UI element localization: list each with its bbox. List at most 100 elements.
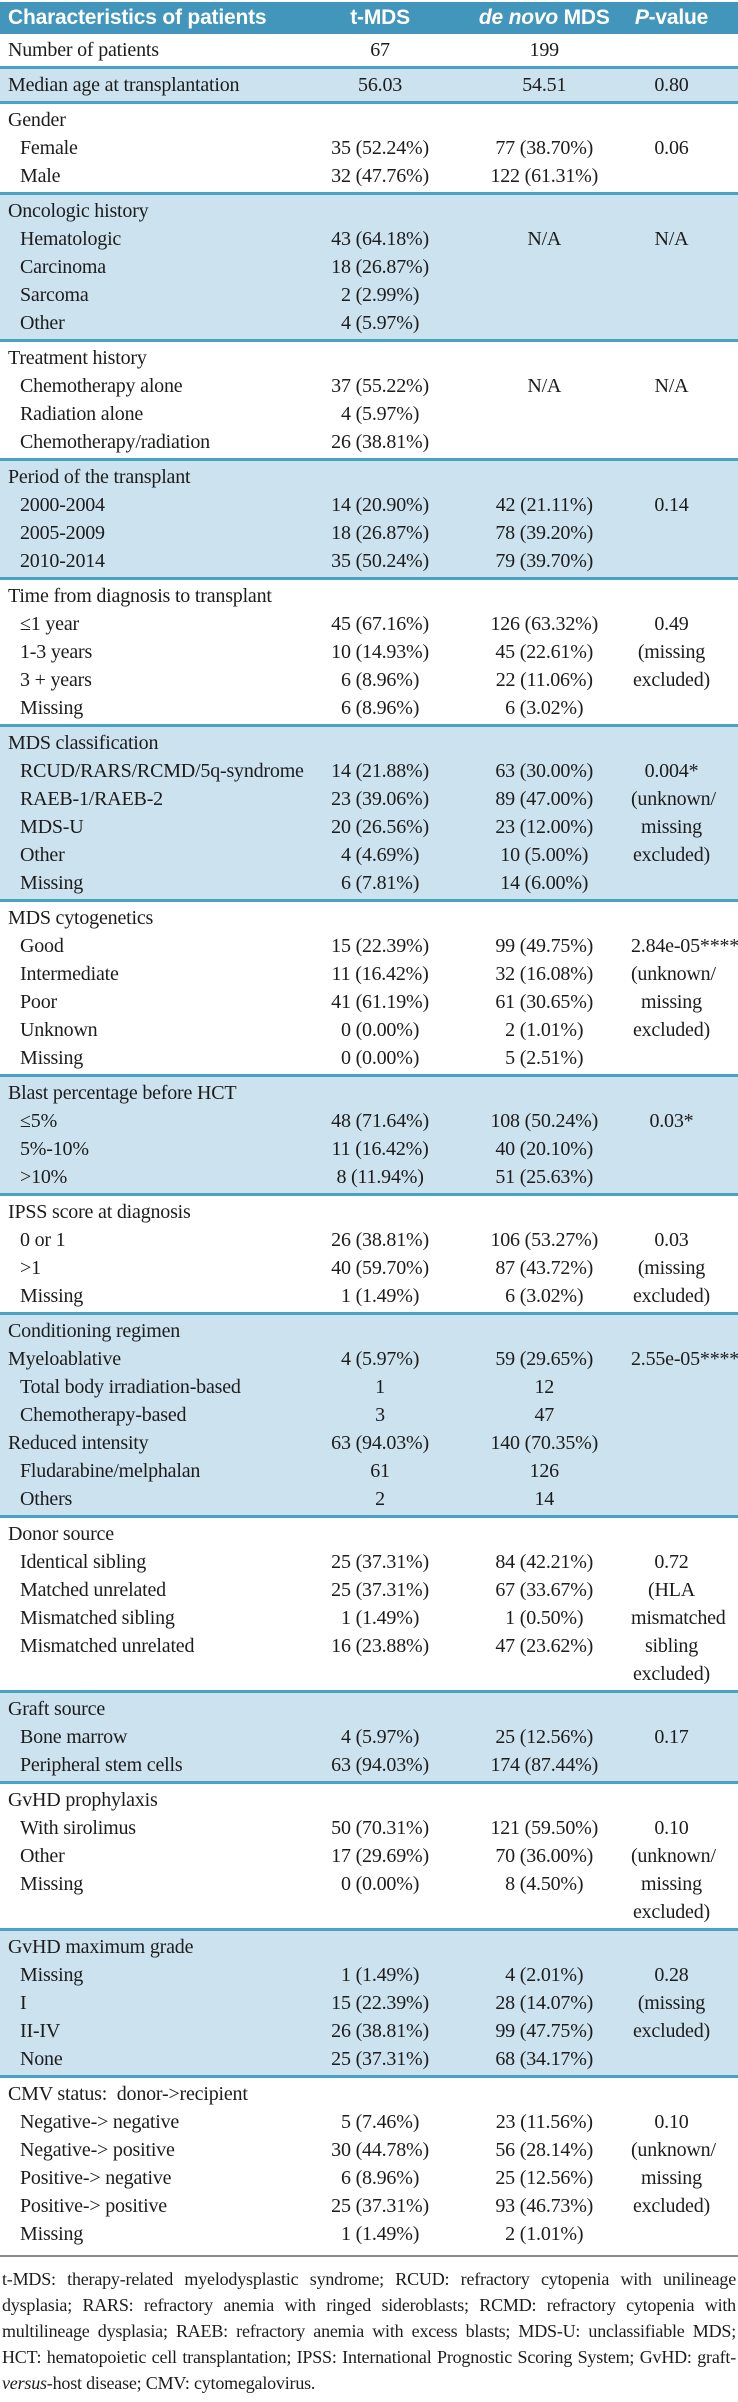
p-value: 0.10 bbox=[654, 1817, 689, 1839]
table-section: GvHD prophylaxis With sirolimus 50 (70.31%… bbox=[0, 1781, 738, 1928]
table-row: Poor 41 (61.19%) 61 (30.65%) missing bbox=[0, 988, 738, 1016]
p-value bbox=[631, 547, 738, 575]
denovo-mds-value: 6 (3.02%) bbox=[505, 697, 584, 719]
table-row: Missing 6 (8.96%) 6 (3.02%) bbox=[0, 694, 738, 722]
table-row: excluded) bbox=[0, 1898, 738, 1926]
characteristic-label: Fludarabine/melphalan bbox=[20, 1460, 201, 1482]
denovo-mds-value: 61 (30.65%) bbox=[495, 991, 594, 1013]
table-row: 1-3 years 10 (14.93%) 45 (22.61%) (missing bbox=[0, 638, 738, 666]
p-value: 2.84e-05**** bbox=[630, 935, 738, 957]
table-row: Total body irradiation-based 1 12 bbox=[0, 1373, 738, 1401]
denovo-mds-value: 84 (42.21%) bbox=[495, 1551, 594, 1573]
table-row: >10% 8 (11.94%) 51 (25.63%) bbox=[0, 1163, 738, 1191]
tmds-value: 25 (37.31%) bbox=[331, 2048, 429, 2070]
tmds-value: 26 (38.81%) bbox=[331, 431, 429, 453]
tmds-value: 4 (4.69%) bbox=[340, 844, 420, 866]
denovo-mds-value: 108 (50.24%) bbox=[490, 1110, 599, 1132]
characteristic-label: Intermediate bbox=[20, 963, 119, 985]
table-row: II-IV 26 (38.81%) 99 (47.75%) excluded) bbox=[0, 2017, 738, 2045]
characteristic-label: MDS classification bbox=[8, 732, 159, 754]
section-header-row: Blast percentage before HCT bbox=[0, 1079, 738, 1107]
p-value: N/A bbox=[654, 228, 689, 250]
characteristic-label: Period of the transplant bbox=[8, 466, 191, 488]
p-value bbox=[631, 582, 738, 610]
denovo-mds-value: 6 (3.02%) bbox=[505, 1285, 584, 1307]
table-row: Carcinoma 18 (26.87%) bbox=[0, 253, 738, 281]
table-row: Other 4 (4.69%) 10 (5.00%) excluded) bbox=[0, 841, 738, 869]
table-row: 2000-2004 14 (20.90%) 42 (21.11%) 0.14 bbox=[0, 491, 738, 519]
denovo-mds-value bbox=[458, 1079, 631, 1107]
table-row: Identical sibling 25 (37.31%) 84 (42.21%) 0… bbox=[0, 1548, 738, 1576]
p-value bbox=[631, 1079, 738, 1107]
p-value: mismatched bbox=[630, 1607, 726, 1629]
denovo-mds-value: 54.51 bbox=[522, 74, 567, 96]
characteristic-label: Sarcoma bbox=[20, 284, 89, 306]
characteristic-label: 3 + years bbox=[20, 669, 92, 691]
table-row: 0 or 1 26 (38.81%) 106 (53.27%) 0.03 bbox=[0, 1226, 738, 1254]
denovo-mds-value bbox=[458, 904, 631, 932]
section-header-row: Time from diagnosis to transplant bbox=[0, 582, 738, 610]
characteristic-label: Positive-> negative bbox=[20, 2167, 172, 2189]
characteristic-label: Oncologic history bbox=[8, 200, 149, 222]
characteristic-label: Positive-> positive bbox=[20, 2195, 167, 2217]
characteristic-label: ≤5% bbox=[20, 1110, 58, 1132]
footnote-italic-versus: versus bbox=[2, 2373, 47, 2393]
table-row: Mismatched sibling 1 (1.49%) 1 (0.50%) mism… bbox=[0, 1604, 738, 1632]
denovo-mds-value: 89 (47.00%) bbox=[495, 788, 594, 810]
denovo-mds-value: N/A bbox=[527, 375, 562, 397]
denovo-mds-value: 42 (21.11%) bbox=[495, 494, 593, 516]
table-section: Conditioning regimen Myeloablative 4 (5.97… bbox=[0, 1312, 738, 1515]
denovo-mds-value bbox=[458, 2080, 631, 2108]
table-section: Oncologic history Hematologic 43 (64.18%) N… bbox=[0, 192, 738, 339]
tmds-value: 4 (5.97%) bbox=[340, 1348, 420, 1370]
denovo-mds-value: 47 (23.62%) bbox=[495, 1635, 594, 1657]
characteristic-label: Other bbox=[20, 844, 65, 866]
table-section: MDS classification RCUD/RARS/RCMD/5q-synd… bbox=[0, 724, 738, 899]
characteristic-label: Chemotherapy-based bbox=[20, 1404, 187, 1426]
p-value: (unknown/ bbox=[630, 1845, 716, 1867]
characteristic-label bbox=[0, 1660, 303, 1688]
characteristic-label: Other bbox=[20, 1845, 65, 1867]
characteristic-label: Missing bbox=[20, 2223, 84, 2245]
p-value bbox=[631, 162, 738, 190]
p-value bbox=[631, 253, 738, 281]
characteristic-label: Missing bbox=[20, 872, 84, 894]
p-value bbox=[631, 1429, 738, 1457]
denovo-mds-value: 12 bbox=[534, 1376, 555, 1398]
p-value: (unknown/ bbox=[630, 963, 716, 985]
tmds-value: 63 (94.03%) bbox=[331, 1432, 429, 1454]
characteristic-label: Unknown bbox=[20, 1019, 98, 1041]
table-section: Gender Female 35 (52.24%) 77 (38.70%) 0.06 Ma… bbox=[0, 101, 738, 192]
denovo-mds-value bbox=[458, 1520, 631, 1548]
tmds-value: 26 (38.81%) bbox=[331, 1229, 429, 1251]
p-value bbox=[631, 694, 738, 722]
denovo-mds-value bbox=[458, 344, 631, 372]
p-value bbox=[631, 1457, 738, 1485]
characteristic-label: Mismatched sibling bbox=[20, 1607, 175, 1629]
denovo-mds-value: 25 (12.56%) bbox=[495, 1726, 594, 1748]
tmds-value: 10 (14.93%) bbox=[331, 641, 429, 663]
denovo-mds-value: 68 (34.17%) bbox=[495, 2048, 594, 2070]
table-section: Time from diagnosis to transplant ≤1 year… bbox=[0, 577, 738, 724]
characteristic-label: Number of patients bbox=[8, 39, 159, 61]
section-header-row: MDS cytogenetics bbox=[0, 904, 738, 932]
denovo-mds-value bbox=[458, 400, 631, 428]
tmds-value bbox=[303, 1079, 458, 1107]
tmds-value bbox=[303, 1660, 458, 1688]
denovo-mds-value: 78 (39.20%) bbox=[495, 522, 594, 544]
table-section: Number of patients 67 199 bbox=[0, 34, 738, 66]
denovo-mds-value bbox=[458, 729, 631, 757]
characteristic-label: CMV status: donor->recipient bbox=[8, 2083, 248, 2105]
p-value bbox=[631, 1135, 738, 1163]
denovo-mds-value bbox=[458, 428, 631, 456]
characteristic-label: Good bbox=[20, 935, 64, 957]
p-value bbox=[631, 904, 738, 932]
denovo-mds-value: 32 (16.08%) bbox=[495, 963, 594, 985]
tmds-value: 11 (16.42%) bbox=[331, 963, 429, 985]
tmds-value: 6 (8.96%) bbox=[340, 2167, 420, 2189]
characteristic-label: Donor source bbox=[8, 1523, 114, 1545]
tmds-value: 16 (23.88%) bbox=[331, 1635, 429, 1657]
p-value: missing bbox=[641, 1873, 702, 1895]
characteristic-label: Conditioning regimen bbox=[8, 1320, 181, 1342]
table-row: Myeloablative 4 (5.97%) 59 (29.65%) 2.55e-0… bbox=[0, 1345, 738, 1373]
